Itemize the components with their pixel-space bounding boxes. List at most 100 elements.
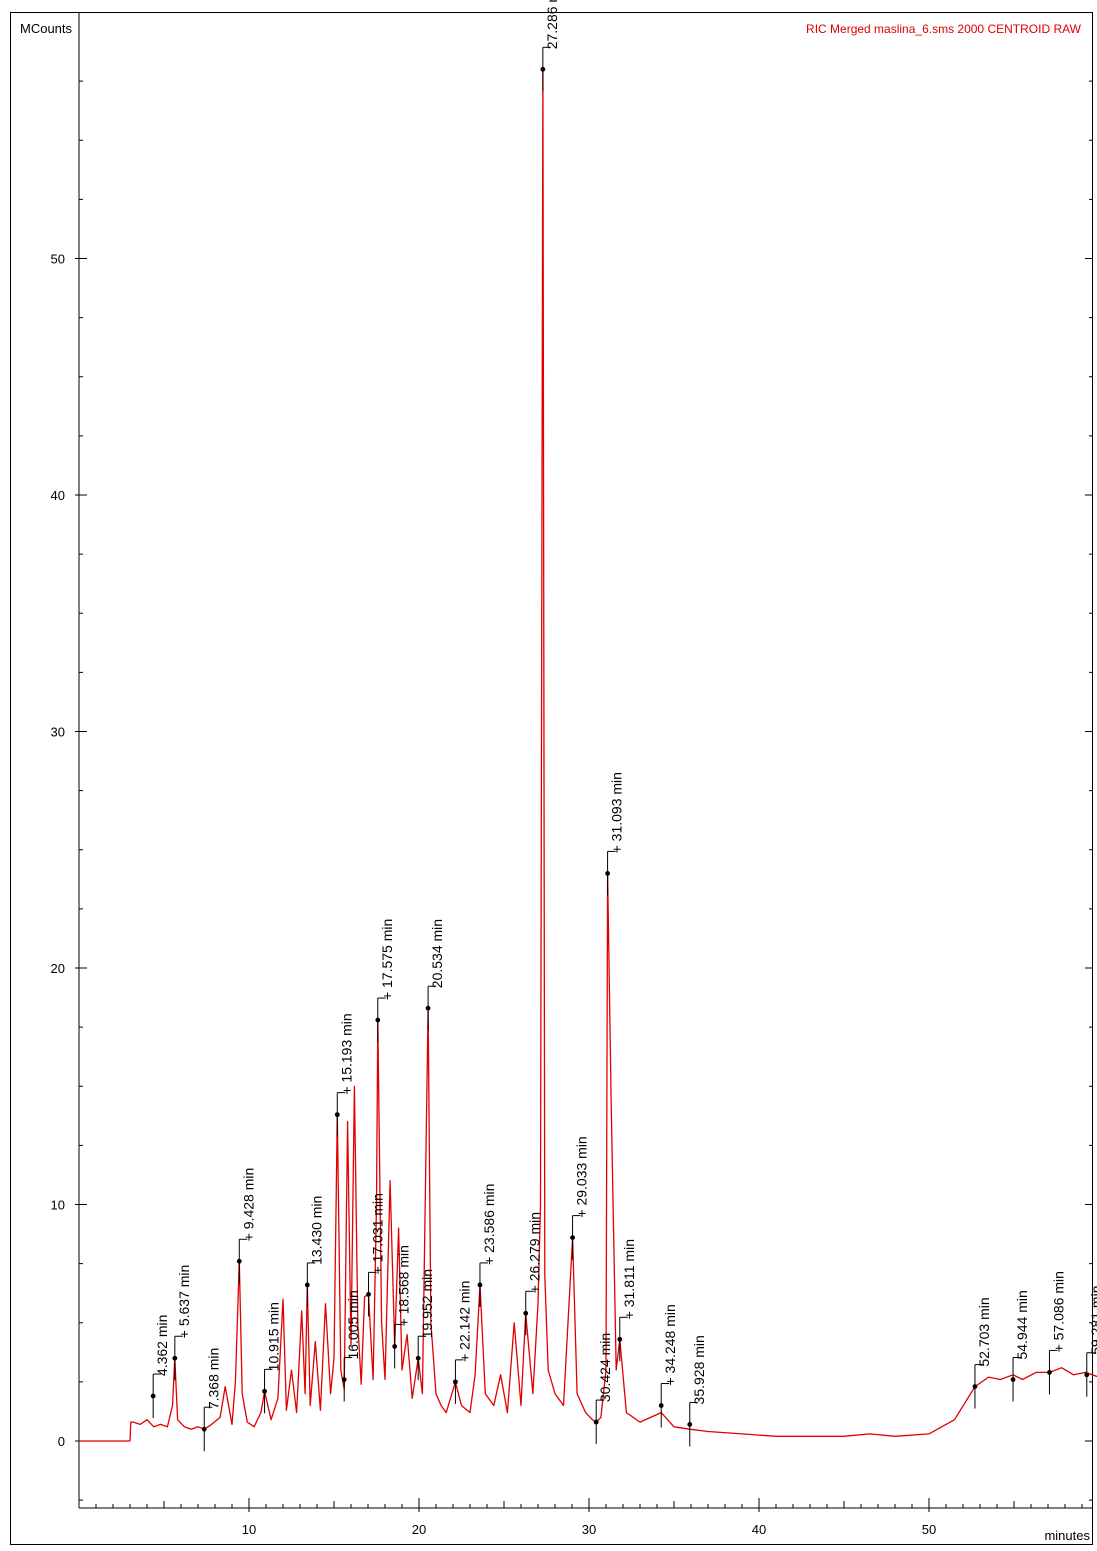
peak-marker: 7.368 min — [201, 1348, 221, 1452]
peak-annotations: 4.362 min + 5.637 min 7.368 min + 9.428 min… — [150, 0, 1097, 1452]
peak-label: + 31.093 min — [609, 772, 625, 853]
peak-dot — [570, 1235, 575, 1241]
peak-marker: + 31.811 min — [617, 1239, 637, 1362]
series-line — [79, 68, 1097, 1442]
peak-marker: 52.703 min — [972, 1297, 992, 1409]
peak-label: + 31.811 min — [621, 1239, 637, 1319]
peak-label: 19.952 min — [419, 1269, 435, 1338]
y-tick-label: 50 — [51, 252, 65, 267]
peak-marker: + 18.568 min — [392, 1245, 412, 1369]
peak-marker: 20.534 min — [425, 919, 445, 1031]
peak-marker: 35.928 min — [687, 1335, 707, 1447]
peak-dot — [593, 1419, 599, 1425]
peak-marker: + 17.575 min — [375, 919, 395, 1043]
y-tick-label: 20 — [51, 961, 65, 976]
peak-dot — [334, 1112, 340, 1118]
peak-label: + 5.637 min — [176, 1265, 192, 1339]
peak-marker: + 5.637 min — [172, 1265, 192, 1381]
peak-label: 30.424 min — [597, 1333, 613, 1402]
peak-marker: 16.005 min — [341, 1290, 361, 1402]
plot-area — [79, 68, 1097, 1442]
chart-title: RIC Merged maslina_6.sms 2000 CENTROID R… — [806, 22, 1082, 36]
peak-label: 13.430 min — [308, 1196, 324, 1265]
peak-dot — [1084, 1372, 1090, 1378]
peak-label: + 23.586 min — [481, 1184, 497, 1265]
peak-dot — [304, 1282, 310, 1288]
peak-label: + 17.575 min — [379, 919, 395, 1000]
peak-marker: + 22.142 min — [453, 1281, 472, 1404]
peak-label: + 57.086 min — [1050, 1271, 1066, 1352]
y-tick-label: 0 — [58, 1434, 65, 1449]
peak-label: 10.915 min — [266, 1302, 282, 1371]
y-axis-label: MCounts — [20, 21, 73, 36]
peak-label: + 17.031 min — [370, 1193, 386, 1274]
peak-dot — [150, 1393, 156, 1399]
peak-dot — [687, 1422, 693, 1427]
peak-dot — [605, 871, 610, 876]
peak-label: + 34.248 min — [662, 1304, 678, 1385]
peak-marker: + 34.248 min — [658, 1304, 678, 1428]
peak-label: 59.281 min — [1088, 1285, 1097, 1354]
peak-dot — [523, 1310, 529, 1316]
peak-label: + 22.142 min — [456, 1281, 472, 1362]
peak-marker: 30.424 min — [593, 1333, 613, 1445]
x-tick-label: 20 — [412, 1522, 426, 1537]
peak-marker: + 57.086 min — [1047, 1271, 1066, 1395]
peak-dot — [658, 1403, 664, 1408]
x-tick-label: 40 — [752, 1522, 766, 1537]
peak-dot — [375, 1017, 381, 1023]
peak-marker: 54.944 min — [1010, 1290, 1030, 1402]
y-tick-label: 10 — [51, 1198, 65, 1213]
peak-marker: + 9.428 min — [236, 1168, 256, 1284]
peak-dot — [617, 1336, 623, 1342]
peak-label: 52.703 min — [976, 1297, 992, 1366]
peak-marker: + 23.586 min — [477, 1184, 497, 1307]
peak-label: + 9.428 min — [240, 1168, 256, 1242]
peak-marker: 4.362 min — [150, 1315, 170, 1419]
peak-label: 7.368 min — [205, 1348, 221, 1409]
peak-dot — [415, 1355, 421, 1361]
peak-marker: 59.281 min — [1084, 1285, 1097, 1397]
peak-marker: + 26.279 min — [523, 1212, 543, 1336]
peak-label: 16.005 min — [345, 1290, 361, 1359]
x-tick-label: 50 — [922, 1522, 936, 1537]
peak-label: 54.944 min — [1014, 1290, 1030, 1359]
peak-marker: + 17.031 min — [366, 1193, 386, 1317]
chart-frame — [10, 12, 1093, 1545]
peak-label: 4.362 min — [154, 1315, 170, 1376]
peak-dot — [236, 1258, 242, 1264]
peak-label: 35.928 min — [691, 1335, 707, 1404]
peak-label: + 18.568 min — [396, 1245, 412, 1326]
peak-dot — [172, 1355, 178, 1361]
peak-marker: + 29.033 min — [570, 1136, 590, 1260]
peak-dot — [972, 1384, 978, 1390]
peak-dot — [477, 1282, 483, 1288]
peak-dot — [1047, 1370, 1052, 1375]
peak-dot — [201, 1426, 207, 1432]
peak-dot — [453, 1379, 458, 1385]
peak-marker: 13.430 min — [304, 1196, 324, 1307]
peak-dot — [425, 1005, 431, 1011]
peak-marker: + 15.193 min — [334, 1013, 354, 1137]
peak-dot — [540, 66, 546, 72]
x-axis-label: minutes — [1044, 1528, 1090, 1543]
y-tick-label: 40 — [51, 488, 65, 503]
peak-marker: 19.952 min — [415, 1269, 435, 1381]
peak-label: + 29.033 min — [574, 1136, 590, 1217]
peak-label: + 26.279 min — [527, 1212, 543, 1293]
peak-dot — [262, 1388, 267, 1394]
peak-dot — [392, 1344, 398, 1349]
x-tick-label: 30 — [582, 1522, 596, 1537]
y-tick-label: 30 — [51, 725, 65, 740]
x-tick-label: 10 — [242, 1522, 256, 1537]
peak-dot — [366, 1291, 371, 1297]
peak-label: 27.286 min — [544, 0, 560, 49]
peak-marker: 10.915 min — [262, 1302, 282, 1414]
peak-label: + 15.193 min — [338, 1013, 354, 1094]
peak-dot — [341, 1377, 347, 1382]
axes-group: 0 10 20 30 40 50 10 20 30 40 50 — [51, 12, 1093, 1537]
peak-dot — [1010, 1377, 1016, 1382]
peak-marker: 27.286 min — [540, 0, 560, 92]
peak-marker: + 31.093 min — [605, 772, 625, 896]
